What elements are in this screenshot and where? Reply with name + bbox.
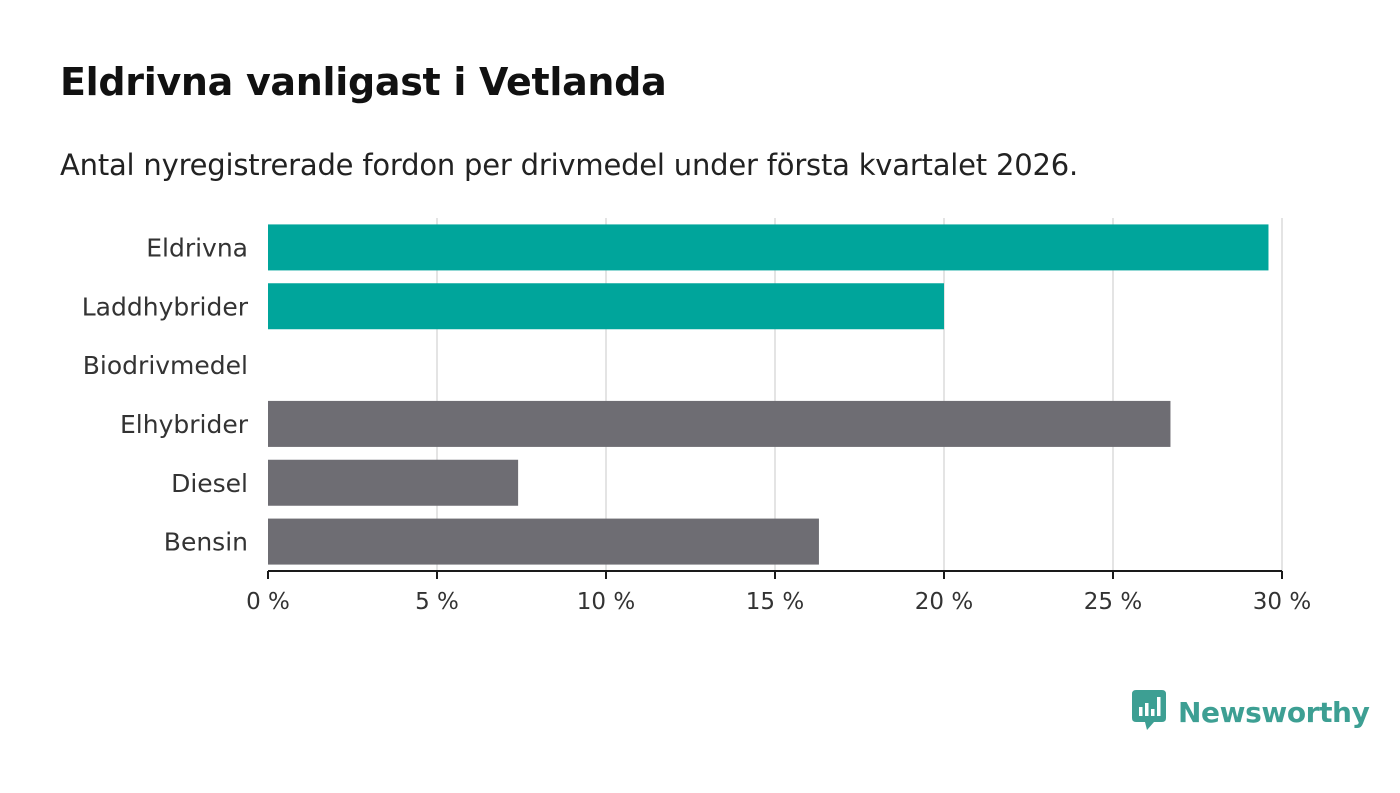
bar-bensin: [268, 518, 819, 565]
bars: [268, 224, 1269, 565]
x-tick-label: 15 %: [746, 589, 804, 615]
chart-title: Eldrivna vanligast i Vetlanda: [60, 60, 667, 104]
category-label: Bensin: [164, 528, 248, 557]
x-tick-label: 5 %: [415, 589, 459, 615]
bar-diesel: [268, 459, 519, 506]
category-labels: Eldrivna Laddhybrider Biodrivmedel Elhybrid…: [82, 233, 249, 556]
x-tick-label: 25 %: [1084, 589, 1142, 615]
x-tick-label: 30 %: [1253, 589, 1311, 615]
x-tick-label: 10 %: [577, 589, 635, 615]
x-tick-label: 20 %: [915, 589, 973, 615]
x-tick-label: 0 %: [246, 589, 290, 615]
category-label: Biodrivmedel: [83, 351, 248, 380]
bar-eldrivna: [268, 224, 1269, 271]
category-label: Elhybrider: [120, 410, 249, 439]
bar-laddhybrider: [268, 283, 944, 330]
category-label: Diesel: [171, 469, 248, 498]
category-label: Laddhybrider: [82, 292, 249, 321]
x-axis: 0 % 5 % 10 % 15 % 20 % 25 % 30 %: [246, 570, 1311, 615]
newsworthy-logo: Newsworthy: [1132, 690, 1370, 734]
newsworthy-logo-icon: [1132, 690, 1166, 730]
chart-subtitle: Antal nyregistrerade fordon per drivmede…: [60, 148, 1079, 182]
gridlines: [436, 218, 1283, 571]
logo-wordmark: Newsworthy: [1178, 695, 1370, 729]
bar-elhybrider: [268, 400, 1171, 447]
category-label: Eldrivna: [146, 233, 248, 262]
